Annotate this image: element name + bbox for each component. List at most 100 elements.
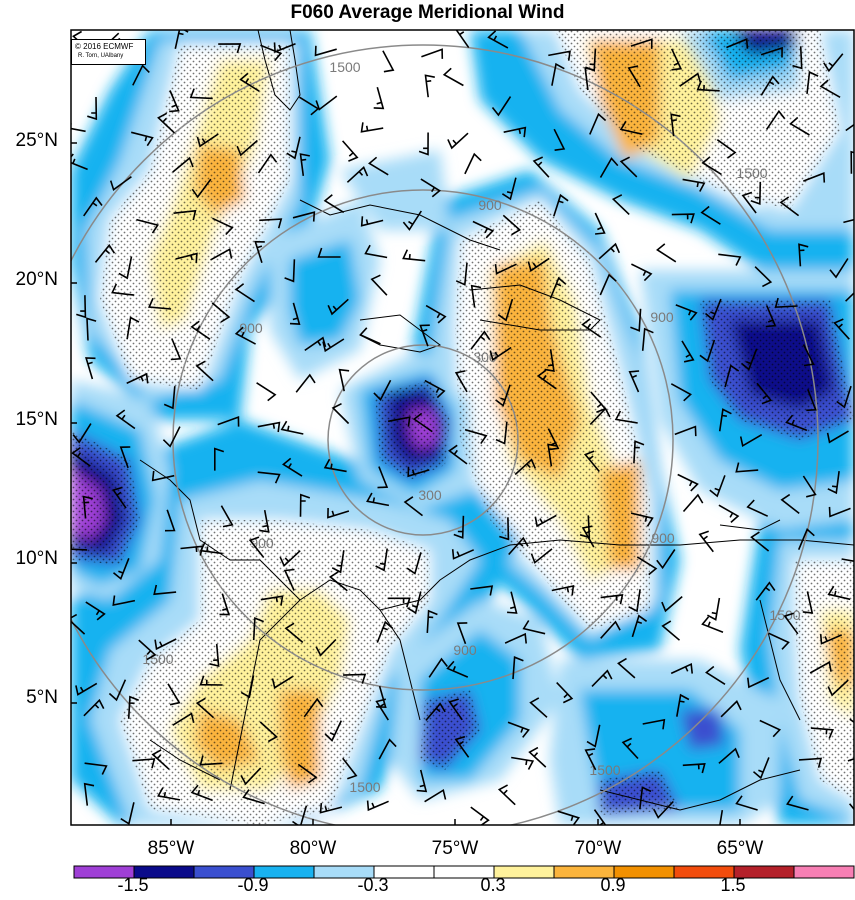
wind-barb	[583, 450, 600, 473]
wind-barb	[289, 302, 301, 325]
range-rings: 300 300 900 900 900 900 900 900 1500 1500 1500 1500…	[71, 44, 819, 825]
credit-box: © 2016 ECMWF R. Torn, UAlbany	[71, 39, 146, 65]
wind-barb	[765, 109, 786, 130]
wind-barb	[195, 360, 214, 382]
wind-barb	[376, 620, 394, 643]
lon-label-65: 65°W	[716, 838, 764, 859]
wind-barb	[199, 541, 223, 555]
wind-barb	[735, 795, 758, 811]
wind-barb	[346, 166, 369, 183]
wind-barb	[670, 383, 692, 402]
wind-barb	[331, 402, 350, 425]
wind-barb	[746, 499, 769, 517]
wind-barb	[84, 762, 108, 775]
wind-barb	[491, 96, 512, 117]
coastline	[359, 314, 442, 353]
wind-barb	[331, 550, 345, 574]
wind-barb	[670, 48, 683, 71]
wind-barb	[214, 447, 225, 471]
wind-barb	[619, 156, 638, 178]
coastline	[229, 599, 301, 791]
wind-barb	[271, 675, 294, 689]
wind-barb	[527, 257, 550, 272]
wind-barb	[464, 152, 482, 175]
wind-barb	[700, 205, 721, 225]
wind-barb	[504, 632, 527, 644]
wind-barb	[172, 712, 195, 726]
wind-barb	[716, 139, 737, 159]
wind-barb	[768, 632, 790, 650]
wind-barb	[368, 156, 389, 176]
wind-barb	[823, 53, 844, 73]
wind-barb	[191, 178, 212, 199]
wind-barb	[760, 75, 780, 96]
lon-label-70: 70°W	[574, 838, 622, 859]
wind-barb	[240, 675, 255, 699]
wind-barb	[85, 601, 106, 621]
wind-barb	[112, 558, 130, 581]
wind-barb	[718, 747, 740, 764]
wind-barb	[136, 218, 159, 234]
wind-barb	[553, 193, 569, 217]
wind-barb	[487, 30, 509, 49]
wind-barb	[157, 112, 175, 134]
coastline	[299, 199, 501, 251]
stippling	[71, 30, 854, 825]
wind-barb	[456, 622, 468, 645]
wind-barb	[373, 379, 392, 402]
wind-barb	[257, 421, 281, 433]
wind-barb	[512, 656, 524, 680]
wind-barb	[803, 172, 826, 183]
wind-barb	[83, 782, 95, 806]
wind-barb	[785, 414, 808, 432]
wind-barb	[850, 150, 854, 174]
wind-barb	[726, 38, 749, 49]
wind-barb	[489, 346, 512, 361]
wind-barb	[507, 721, 530, 738]
wind-barb	[754, 266, 773, 288]
wind-barb	[260, 44, 283, 62]
wind-barb	[425, 702, 446, 721]
wind-barb	[760, 46, 783, 58]
wind-barb	[724, 364, 740, 388]
wind-barb	[470, 585, 494, 596]
wind-barb	[131, 131, 154, 147]
wind-barb	[219, 593, 230, 616]
wind-barb	[502, 214, 522, 236]
credit-author: R. Torn, UAlbany	[78, 53, 124, 59]
wind-barb	[579, 515, 591, 539]
wind-barb	[424, 74, 435, 98]
shade-region	[680, 710, 725, 750]
wind-barb	[670, 663, 693, 675]
wind-barb	[71, 123, 86, 133]
wind-barb	[240, 767, 262, 786]
wind-barb	[836, 385, 852, 409]
wind-barb	[529, 697, 548, 718]
wind-barb	[303, 697, 324, 718]
wind-barb	[402, 210, 422, 231]
wind-barb	[154, 638, 177, 651]
wind-barb	[279, 550, 301, 568]
wind-barb	[719, 809, 724, 825]
wind-barb	[819, 634, 843, 645]
wind-barb	[72, 423, 92, 444]
colorbar-label-0: -1.5	[117, 875, 149, 895]
wind-barb	[544, 349, 555, 372]
wind-barb	[162, 426, 181, 448]
wind-barb	[118, 256, 133, 280]
wind-barb	[682, 493, 704, 513]
wind-barb	[704, 298, 722, 321]
wind-barb	[199, 675, 223, 686]
wind-barb	[718, 253, 742, 266]
wind-barb	[259, 721, 278, 743]
wind-barb	[551, 62, 565, 86]
stipple-region	[795, 560, 854, 800]
wind-barb	[798, 757, 823, 768]
wind-barb	[639, 786, 652, 810]
wind-barb	[698, 530, 714, 553]
wind-barb	[789, 116, 810, 136]
wind-barb	[248, 536, 265, 558]
wind-barb	[327, 507, 350, 519]
stipple-region	[375, 380, 450, 480]
wind-barb	[826, 430, 849, 444]
